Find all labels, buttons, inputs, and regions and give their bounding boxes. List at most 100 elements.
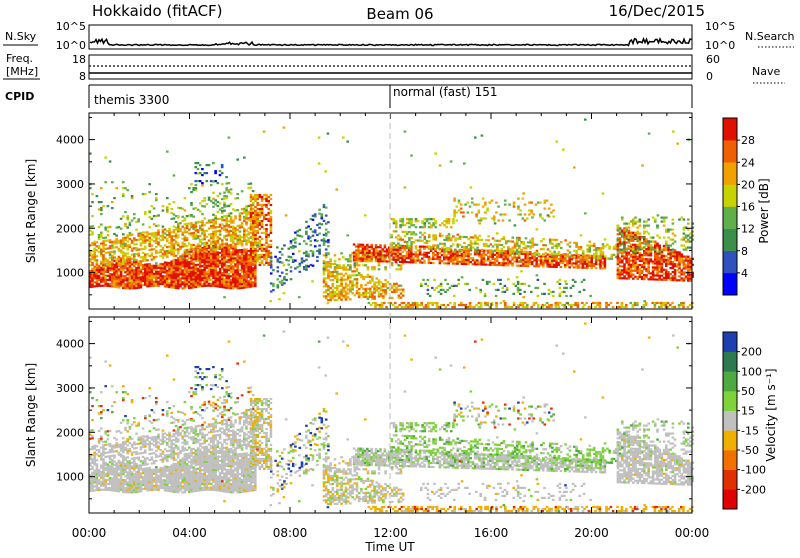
- power-cell: [639, 221, 642, 223]
- power-cell: [441, 260, 444, 262]
- power-cell: [395, 236, 398, 238]
- power-cell: [305, 269, 308, 271]
- power-cell: [254, 236, 257, 238]
- power-cell: [360, 274, 363, 276]
- power-cell: [175, 255, 178, 257]
- power-cell: [206, 246, 209, 248]
- power-cell: [483, 256, 486, 258]
- power-cell: [439, 224, 442, 226]
- cpid-mode2: normal (fast) 151: [393, 85, 497, 99]
- power-cell: [190, 191, 193, 193]
- power-cell: [334, 291, 337, 293]
- power-cell: [214, 232, 217, 234]
- power-cell: [270, 257, 273, 259]
- power-cell: [288, 264, 291, 266]
- power-cell: [203, 217, 206, 219]
- power-cell: [133, 213, 136, 215]
- power-cell: [518, 239, 521, 241]
- power-cell: [290, 256, 293, 258]
- power-cell: [595, 251, 598, 253]
- cpid-label: CPID: [5, 90, 34, 103]
- power-cell: [613, 254, 616, 256]
- power-cell: [503, 246, 506, 248]
- power-cell: [188, 187, 191, 189]
- power-cell: [177, 242, 180, 244]
- power-cell: [270, 204, 273, 206]
- power-cell: [299, 265, 302, 267]
- power-cell: [415, 247, 418, 249]
- power-cell: [680, 269, 683, 271]
- power-cell: [669, 273, 672, 275]
- power-cell: [634, 251, 637, 253]
- power-cell: [294, 242, 297, 244]
- power-cell: [665, 304, 668, 306]
- power-cell: [122, 215, 125, 217]
- power-cell: [412, 257, 415, 259]
- power-cell: [254, 210, 257, 212]
- power-cell: [513, 206, 516, 208]
- power-cell: [367, 268, 370, 270]
- power-cell: [265, 240, 268, 242]
- power-cell: [567, 249, 570, 251]
- power-cell: [408, 247, 411, 249]
- power-cell: [456, 206, 459, 208]
- power-cell: [546, 302, 549, 304]
- power-cell: [301, 235, 304, 237]
- power-cell: [511, 258, 514, 260]
- power-cell: [279, 275, 282, 277]
- power-cell: [349, 298, 352, 300]
- power-cell: [195, 184, 198, 186]
- power-cell: [544, 208, 547, 210]
- power-cell: [254, 269, 257, 271]
- power-cell: [239, 217, 242, 219]
- power-cell: [628, 241, 631, 243]
- power-cell: [126, 240, 129, 242]
- power-cell: [332, 289, 335, 291]
- power-cell: [548, 208, 551, 210]
- power-cell: [360, 286, 363, 288]
- power-cell: [270, 222, 273, 224]
- power-cell: [91, 201, 94, 203]
- power-cell: [334, 254, 337, 256]
- power-cell: [197, 251, 200, 253]
- power-cell: [362, 252, 365, 254]
- power-cell: [473, 306, 476, 308]
- power-cell: [634, 254, 637, 256]
- power-cell: [517, 291, 520, 293]
- power-cell: [665, 255, 668, 257]
- power-cell: [602, 243, 605, 245]
- power-cell: [538, 254, 541, 256]
- nsky-panel: N.Sky 10^5 10^0 10^5 10^0 N.Search: [3, 20, 795, 52]
- power-cell: [516, 259, 519, 261]
- power-cell: [512, 237, 515, 239]
- power-cell: [173, 225, 176, 227]
- power-cell: [559, 283, 562, 285]
- power-cell: [516, 241, 519, 243]
- power-cell: [581, 281, 584, 283]
- power-cell: [373, 266, 376, 268]
- power-cell: [307, 225, 310, 227]
- power-cell: [479, 289, 482, 291]
- power-cell: [632, 278, 635, 280]
- power-cell: [395, 261, 398, 263]
- date-title: 16/Dec/2015: [609, 2, 705, 20]
- power-cell: [384, 244, 387, 246]
- power-cell: [391, 236, 394, 238]
- power-cell: [489, 202, 492, 204]
- power-cell: [252, 250, 255, 252]
- power-cell: [435, 287, 438, 289]
- power-cell: [219, 248, 222, 250]
- power-cell: [288, 260, 291, 262]
- power-cell: [424, 236, 427, 238]
- power-cell: [206, 244, 209, 246]
- power-cell: [537, 279, 540, 281]
- power-cell: [378, 268, 381, 270]
- power-cell: [96, 195, 99, 197]
- power-cell: [440, 285, 443, 287]
- power-cell: [270, 224, 273, 226]
- power-cell: [290, 270, 293, 272]
- power-cell: [168, 203, 171, 205]
- power-cell: [378, 283, 381, 285]
- power-cell: [551, 243, 554, 245]
- power-cell: [589, 255, 592, 257]
